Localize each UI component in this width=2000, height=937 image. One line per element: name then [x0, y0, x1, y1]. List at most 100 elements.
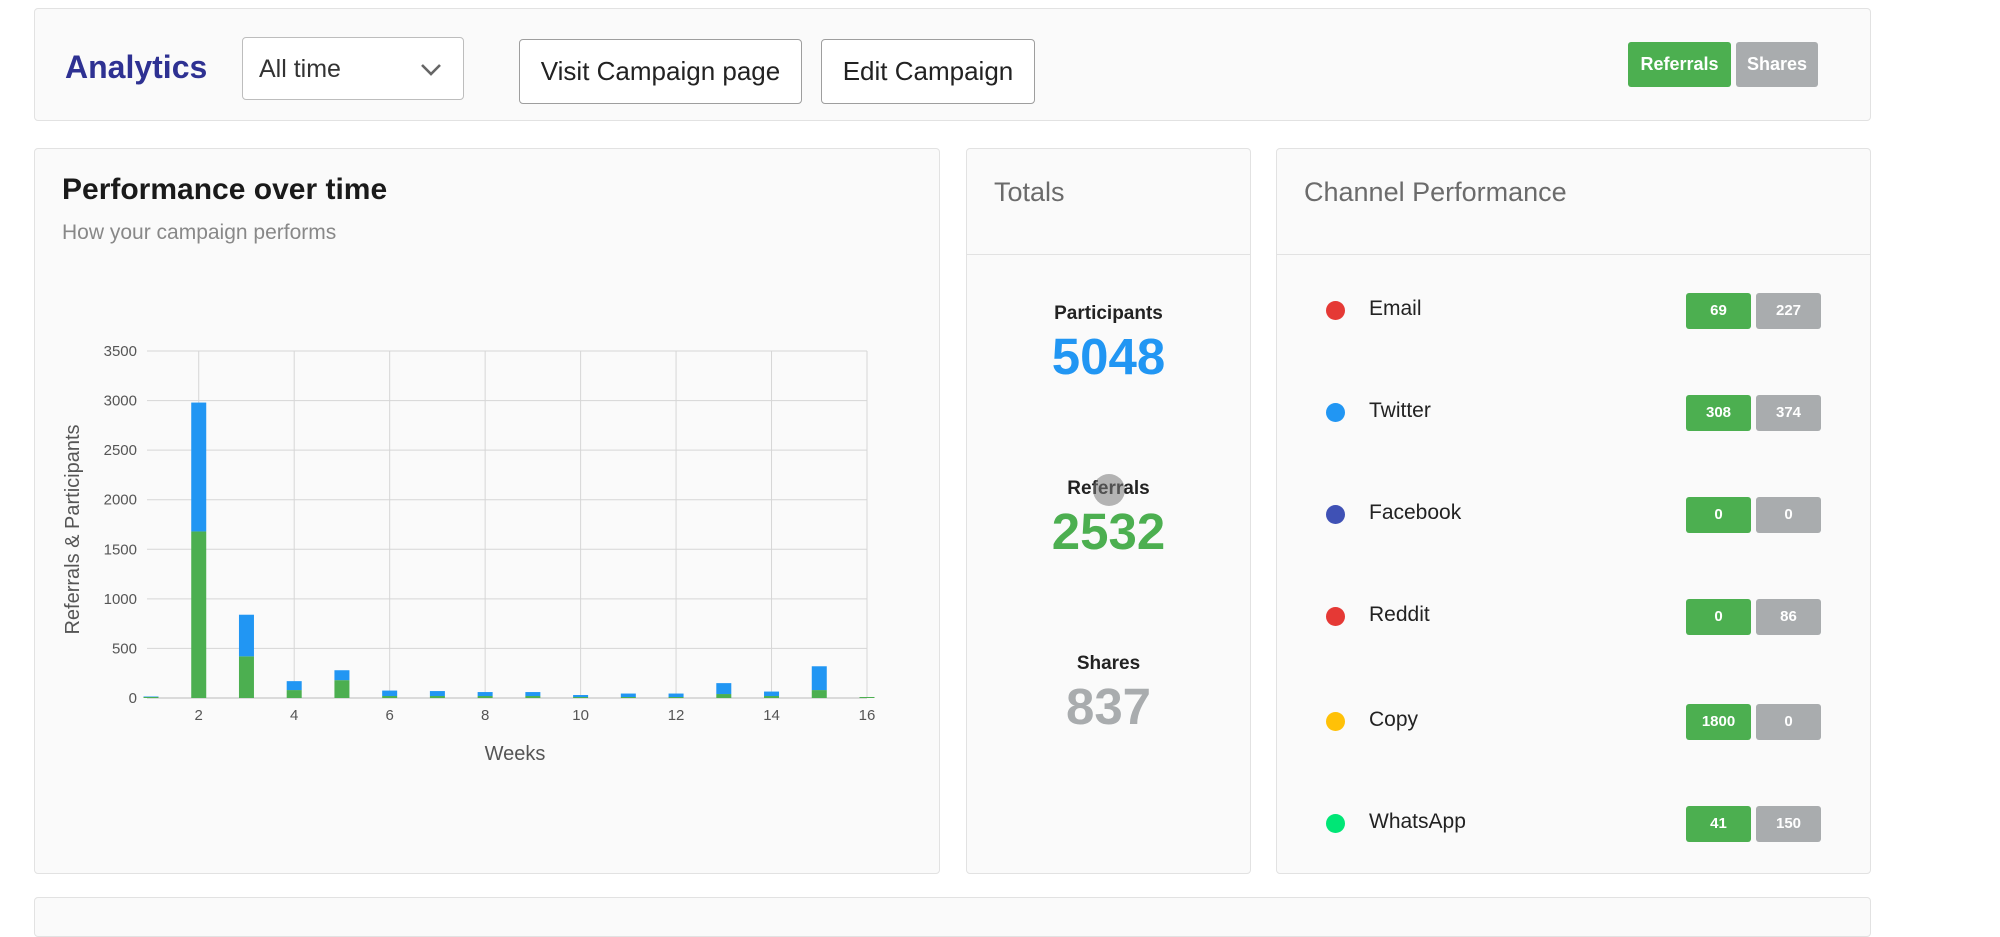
- bar: [287, 690, 302, 698]
- bar: [764, 692, 779, 696]
- visit-campaign-button[interactable]: Visit Campaign page: [519, 39, 802, 104]
- y-tick-label: 1000: [104, 591, 137, 608]
- x-tick-label: 16: [859, 707, 876, 724]
- channel-performance-title: Channel Performance: [1304, 177, 1567, 208]
- channel-dot-icon: [1326, 712, 1345, 731]
- referrals-value: 2532: [967, 502, 1250, 561]
- y-tick-label: 2500: [104, 442, 137, 459]
- shares-toggle-button[interactable]: Shares: [1736, 42, 1818, 87]
- x-tick-label: 6: [385, 707, 393, 724]
- bar: [334, 670, 349, 680]
- y-tick-label: 0: [129, 690, 137, 707]
- bar: [764, 696, 779, 698]
- bar: [382, 691, 397, 696]
- channel-shares-badge: 0: [1756, 704, 1821, 740]
- bar: [812, 690, 827, 698]
- period-select[interactable]: All time: [242, 37, 464, 100]
- channel-referrals-badge: 0: [1686, 599, 1751, 635]
- channel-dot-icon: [1326, 607, 1345, 626]
- channel-dot-icon: [1326, 814, 1345, 833]
- channel-name: Twitter: [1369, 399, 1431, 423]
- shares-label: Shares: [967, 653, 1250, 675]
- bar: [860, 697, 875, 698]
- bar: [430, 696, 445, 698]
- bar: [144, 697, 159, 698]
- totals-header: Totals: [967, 149, 1250, 255]
- totals-title: Totals: [994, 177, 1065, 208]
- totals-card: Totals Participants 5048 Referrals 2532 …: [966, 148, 1251, 874]
- y-tick-label: 2000: [104, 492, 137, 509]
- bar: [334, 680, 349, 698]
- x-tick-label: 4: [290, 707, 298, 724]
- y-axis-label: Referrals & Participants: [62, 424, 84, 634]
- channel-referrals-badge: 0: [1686, 497, 1751, 533]
- period-select-value: All time: [259, 55, 341, 83]
- y-tick-label: 3500: [104, 343, 137, 360]
- channel-name: Reddit: [1369, 603, 1430, 627]
- x-axis-label: Weeks: [485, 743, 546, 765]
- bar: [430, 691, 445, 696]
- bar: [525, 696, 540, 698]
- x-tick-label: 10: [572, 707, 589, 724]
- participants-stat: Participants 5048: [967, 303, 1250, 386]
- page-title: Analytics: [65, 49, 207, 86]
- channel-name: WhatsApp: [1369, 810, 1466, 834]
- channel-shares-badge: 374: [1756, 395, 1821, 431]
- bar: [716, 694, 731, 698]
- channel-shares-badge: 150: [1756, 806, 1821, 842]
- y-tick-label: 1500: [104, 541, 137, 558]
- bar: [191, 531, 206, 698]
- channel-dot-icon: [1326, 301, 1345, 320]
- shares-stat: Shares 837: [967, 653, 1250, 736]
- channel-shares-badge: 227: [1756, 293, 1821, 329]
- performance-card: Performance over time How your campaign …: [34, 148, 940, 874]
- bar: [525, 692, 540, 696]
- channel-shares-badge: 86: [1756, 599, 1821, 635]
- channel-dot-icon: [1326, 403, 1345, 422]
- x-tick-label: 8: [481, 707, 489, 724]
- edit-campaign-button[interactable]: Edit Campaign: [821, 39, 1035, 104]
- shares-value: 837: [967, 677, 1250, 736]
- bar: [621, 694, 636, 697]
- channel-shares-badge: 0: [1756, 497, 1821, 533]
- channel-referrals-badge: 308: [1686, 395, 1751, 431]
- channel-referrals-badge: 69: [1686, 293, 1751, 329]
- bar: [573, 695, 588, 697]
- bar: [716, 683, 731, 694]
- bar: [812, 666, 827, 690]
- channel-name: Facebook: [1369, 501, 1461, 525]
- bar: [621, 697, 636, 698]
- y-tick-label: 3000: [104, 393, 137, 410]
- x-tick-label: 2: [195, 707, 203, 724]
- x-tick-label: 12: [668, 707, 685, 724]
- bar: [382, 696, 397, 698]
- referrals-toggle-button[interactable]: Referrals: [1628, 42, 1731, 87]
- bar: [669, 694, 684, 697]
- participants-label: Participants: [967, 303, 1250, 325]
- participants-value: 5048: [967, 327, 1250, 386]
- channel-name: Copy: [1369, 708, 1418, 732]
- chevron-down-icon: [419, 57, 443, 81]
- channel-name: Email: [1369, 297, 1422, 321]
- y-tick-label: 500: [112, 640, 137, 657]
- bar: [287, 681, 302, 690]
- bar: [239, 615, 254, 657]
- bar: [573, 697, 588, 698]
- bottom-card: [34, 897, 1871, 937]
- channel-referrals-badge: 1800: [1686, 704, 1751, 740]
- bar: [191, 403, 206, 532]
- channel-dot-icon: [1326, 505, 1345, 524]
- bar: [478, 692, 493, 696]
- mouse-cursor: [1093, 474, 1125, 506]
- analytics-toolbar: Analytics All time Visit Campaign page E…: [34, 8, 1871, 121]
- bar: [478, 696, 493, 698]
- bar: [239, 656, 254, 698]
